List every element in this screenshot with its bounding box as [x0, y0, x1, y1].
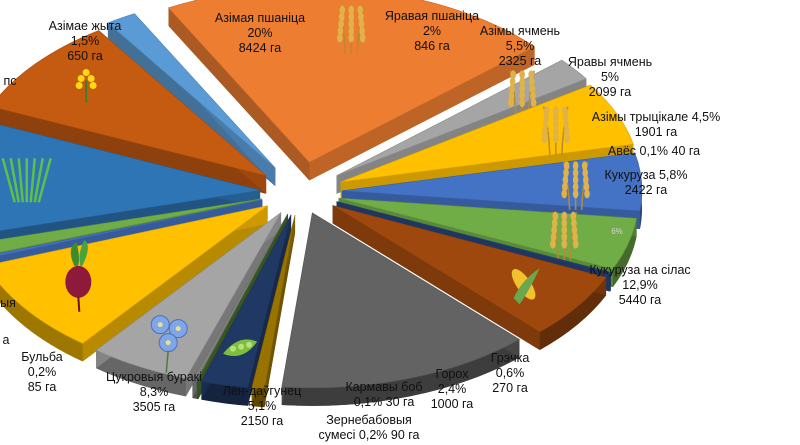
slice-wall-a — [168, 7, 310, 181]
slice-label-sugar-beet: Цукровыя буракі 8,3% 3505 га — [106, 370, 202, 414]
grain-icon — [550, 211, 579, 261]
slice-label-spring-barley: Яравы ячмень 5% 2099 га — [567, 55, 653, 99]
slice-top — [191, 213, 288, 382]
slice-wall-b — [309, 46, 535, 181]
slice-label-flax: Лён-даўгунец 5,1% 2150 га — [222, 384, 302, 428]
slice-rim — [201, 381, 248, 406]
slice-label-oats: Авёс 0,1% 40 га — [607, 144, 701, 158]
slice-label-potato: Бульба 0,2% 85 га — [21, 350, 63, 394]
pie-slice-6 — [332, 205, 607, 350]
slice-top — [336, 201, 612, 274]
slice-label-peas: Горох 2,4% 1000 га — [430, 367, 474, 411]
slice-top — [95, 212, 282, 379]
pie-slice-13 — [0, 205, 268, 362]
pie-slice-7 — [281, 212, 521, 406]
slice-label-winter-triticale: Азімы трыцікале 4,5% 1901 га — [591, 110, 721, 139]
slice-rim — [96, 350, 186, 397]
slice-label-winter-rye: Азімае жыта 1,5% 650 га — [48, 19, 122, 63]
slice-top — [0, 205, 268, 344]
slice-top — [251, 214, 296, 390]
wheat-icon — [337, 5, 366, 55]
slice-label-cut-rapeseed: пс — [3, 74, 17, 88]
slice-top — [281, 212, 521, 389]
slice-top — [0, 30, 267, 176]
slice-label-spring-wheat: Яравая пшаніца 2% 846 га — [384, 9, 480, 53]
slice-top — [167, 0, 536, 163]
slice-label-cut-1: ыя — [0, 296, 16, 310]
pie-slice-17 — [0, 30, 267, 194]
barley-icon — [561, 161, 590, 210]
barley-icon — [541, 106, 570, 155]
slice-top — [200, 214, 292, 389]
slice-label-legume-mix: Зернебабовыя сумесі 0,2% 90 га — [318, 413, 420, 442]
corn-icon — [511, 268, 540, 305]
slice-rim — [539, 277, 607, 350]
grass-icon — [1, 157, 52, 203]
slice-top — [340, 84, 634, 183]
slice-top — [196, 213, 289, 382]
faint-label: 6% — [611, 227, 623, 236]
pie-slice-9 — [200, 214, 292, 406]
slice-label-buckwheat: Грэчка 0,6% 270 га — [490, 351, 530, 395]
slice-label-winter-barley: Азімы ячмень 5,5% 2325 га — [479, 24, 561, 68]
slice-wall-a — [0, 108, 267, 194]
slice-rim — [281, 339, 520, 406]
pie-slice-0 — [167, 0, 536, 181]
slice-rim — [612, 218, 637, 288]
slice-label-fodder-beans: Кармавы боб 0,1% 30 га — [345, 380, 423, 409]
beet-icon — [65, 239, 92, 312]
slice-label-silage-corn: Кукуруза на сілас 12,9% 5440 га — [589, 263, 691, 307]
slice-top — [0, 199, 263, 256]
slice-top — [332, 205, 607, 333]
slice-top — [107, 13, 276, 169]
slice-top — [0, 198, 262, 253]
slice-rim — [0, 284, 83, 362]
slice-wall-b — [332, 205, 540, 350]
slice-label-corn: Кукуруза 5,8% 2422 га — [604, 168, 688, 197]
slice-label-winter-wheat: Азімая пшаніца 20% 8424 га — [214, 11, 306, 55]
slice-wall-a — [247, 214, 292, 406]
slice-wall-a — [107, 22, 276, 187]
flax-icon — [150, 315, 188, 373]
pie-slice-8 — [251, 214, 296, 408]
rapeseed-icon — [75, 69, 97, 103]
slice-wall-a — [82, 205, 268, 362]
slice-label-cut-2: а — [2, 333, 10, 347]
pea-icon — [223, 339, 258, 356]
slice-top — [0, 124, 261, 231]
pie-slice-12 — [95, 212, 282, 397]
